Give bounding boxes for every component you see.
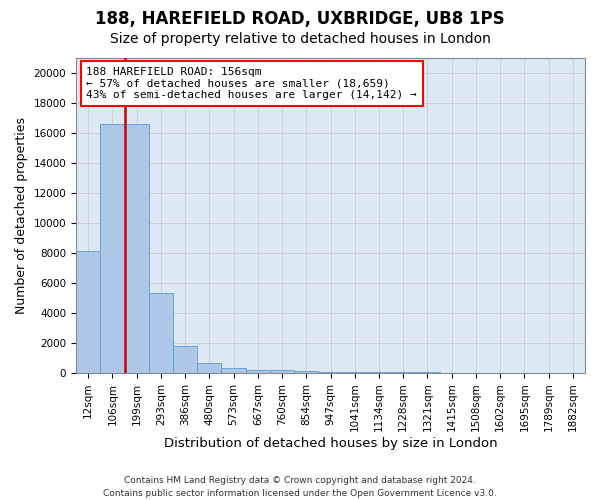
Bar xyxy=(149,294,173,373)
Bar xyxy=(343,372,367,373)
Bar xyxy=(221,368,245,373)
Bar xyxy=(100,124,125,373)
Bar xyxy=(391,372,415,373)
Bar xyxy=(173,346,197,373)
Bar xyxy=(319,372,343,373)
Bar xyxy=(294,371,319,373)
Y-axis label: Number of detached properties: Number of detached properties xyxy=(15,116,28,314)
Text: Size of property relative to detached houses in London: Size of property relative to detached ho… xyxy=(110,32,490,46)
Text: Contains HM Land Registry data © Crown copyright and database right 2024.
Contai: Contains HM Land Registry data © Crown c… xyxy=(103,476,497,498)
Bar xyxy=(125,124,149,373)
Text: 188, HAREFIELD ROAD, UXBRIDGE, UB8 1PS: 188, HAREFIELD ROAD, UXBRIDGE, UB8 1PS xyxy=(95,10,505,28)
Text: 188 HAREFIELD ROAD: 156sqm
← 57% of detached houses are smaller (18,659)
43% of : 188 HAREFIELD ROAD: 156sqm ← 57% of deta… xyxy=(86,67,417,100)
Bar xyxy=(76,252,100,373)
Bar xyxy=(415,372,440,373)
Bar xyxy=(367,372,391,373)
Bar xyxy=(245,370,270,373)
Bar xyxy=(197,363,221,373)
Bar xyxy=(270,370,294,373)
X-axis label: Distribution of detached houses by size in London: Distribution of detached houses by size … xyxy=(164,437,497,450)
